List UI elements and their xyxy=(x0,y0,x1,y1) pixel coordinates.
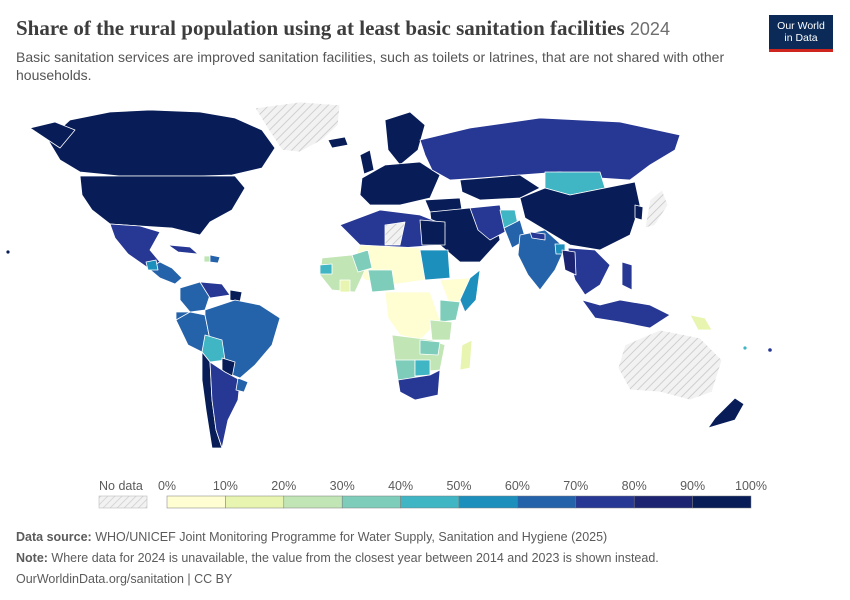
hawaii[interactable] xyxy=(5,249,11,255)
uruguay[interactable] xyxy=(235,377,249,393)
iceland[interactable] xyxy=(327,136,349,149)
fiji[interactable] xyxy=(767,347,773,353)
note-row: Note: Where data for 2024 is unavailable… xyxy=(16,548,836,569)
mali[interactable] xyxy=(351,249,373,273)
myanmar[interactable] xyxy=(561,249,577,276)
zambia[interactable] xyxy=(419,339,441,356)
indonesia[interactable] xyxy=(581,299,671,329)
western-europe[interactable] xyxy=(359,161,441,206)
legend-no-data-swatch xyxy=(98,495,148,509)
legend-bin xyxy=(400,495,460,509)
legend-ticks: 0% 10% 20% 30% 40% 50% 60% 70% 80% 90% 100% xyxy=(158,479,767,493)
botswana[interactable] xyxy=(414,359,431,377)
legend-tick-label: 100% xyxy=(735,479,767,493)
haiti[interactable] xyxy=(203,255,211,263)
nigeria[interactable] xyxy=(367,269,396,293)
legend-bin xyxy=(692,495,752,509)
legend-tick-label: 40% xyxy=(388,479,413,493)
logo-line-1: Our World xyxy=(777,20,825,32)
title-year: 2024 xyxy=(629,19,670,39)
note-text: Where data for 2024 is unavailable, the … xyxy=(47,551,659,565)
nepal[interactable] xyxy=(529,231,546,241)
sudan[interactable] xyxy=(419,249,451,281)
papua-new-guinea[interactable] xyxy=(689,314,713,331)
legend-tick-label: 30% xyxy=(330,479,355,493)
somalia[interactable] xyxy=(459,269,481,313)
madagascar[interactable] xyxy=(459,339,473,371)
greenland[interactable] xyxy=(254,101,341,153)
legend-tick-label: 60% xyxy=(505,479,530,493)
india[interactable] xyxy=(517,229,566,291)
cuba[interactable] xyxy=(167,244,199,255)
iran[interactable] xyxy=(469,204,506,241)
legend-bins xyxy=(166,495,752,509)
legend-tick-label: 0% xyxy=(158,479,176,493)
legend-bin xyxy=(166,495,226,509)
legend-tick-label: 10% xyxy=(213,479,238,493)
senegal[interactable] xyxy=(319,263,333,275)
alaska[interactable] xyxy=(29,121,76,149)
source-text: WHO/UNICEF Joint Monitoring Programme fo… xyxy=(91,530,608,544)
legend-bin xyxy=(225,495,285,509)
ghana[interactable] xyxy=(339,279,351,293)
china[interactable] xyxy=(519,181,641,251)
note-label: Note: xyxy=(16,551,48,565)
canada[interactable] xyxy=(47,109,276,177)
argentina[interactable] xyxy=(209,361,241,449)
legend-tick-label: 80% xyxy=(622,479,647,493)
south-africa[interactable] xyxy=(397,369,441,401)
world-map[interactable] xyxy=(0,95,850,480)
legend-tick-label: 70% xyxy=(563,479,588,493)
legend-bin xyxy=(633,495,693,509)
bolivia[interactable] xyxy=(201,334,226,363)
legend-bin xyxy=(517,495,577,509)
source-label: Data source: xyxy=(16,530,92,544)
legend-bin xyxy=(458,495,518,509)
tanzania[interactable] xyxy=(429,319,453,341)
chart-subtitle: Basic sanitation services are improved s… xyxy=(16,49,725,83)
dominican-republic[interactable] xyxy=(209,254,221,264)
russia[interactable] xyxy=(419,117,681,181)
logo-line-2: in Data xyxy=(784,32,818,44)
egypt[interactable] xyxy=(419,219,446,246)
title-text: Share of the rural population using at l… xyxy=(16,16,625,40)
namibia[interactable] xyxy=(394,359,416,381)
color-legend: No data 0% 10% 20% 30% 40% 50% 60% 70% 80% 90% 100… xyxy=(98,479,767,509)
legend-bin xyxy=(341,495,401,509)
scandinavia[interactable] xyxy=(384,111,426,166)
legend-tick-label: 90% xyxy=(680,479,705,493)
owid-logo[interactable]: Our World in Data xyxy=(769,15,833,52)
guatemala[interactable] xyxy=(145,259,159,271)
legend-no-data-label: No data xyxy=(99,479,143,493)
kenya[interactable] xyxy=(439,299,461,323)
new-zealand[interactable] xyxy=(707,397,745,429)
philippines[interactable] xyxy=(621,261,633,291)
legend-bin xyxy=(575,495,635,509)
legend-bin xyxy=(283,495,343,509)
legend-tick-label: 20% xyxy=(271,479,296,493)
vanuatu[interactable] xyxy=(742,345,748,351)
japan[interactable] xyxy=(644,189,669,229)
australia[interactable] xyxy=(617,329,723,401)
korea[interactable] xyxy=(634,204,644,221)
usa[interactable] xyxy=(79,175,246,236)
footer: Data source: WHO/UNICEF Joint Monitoring… xyxy=(16,527,836,590)
legend-tick-label: 50% xyxy=(446,479,471,493)
source-row: Data source: WHO/UNICEF Joint Monitoring… xyxy=(16,527,836,548)
uk[interactable] xyxy=(359,149,375,175)
chart-title: Share of the rural population using at l… xyxy=(16,14,756,43)
western-sahara[interactable] xyxy=(384,221,406,246)
source-link[interactable]: OurWorldinData.org/sanitation | CC BY xyxy=(16,572,233,586)
